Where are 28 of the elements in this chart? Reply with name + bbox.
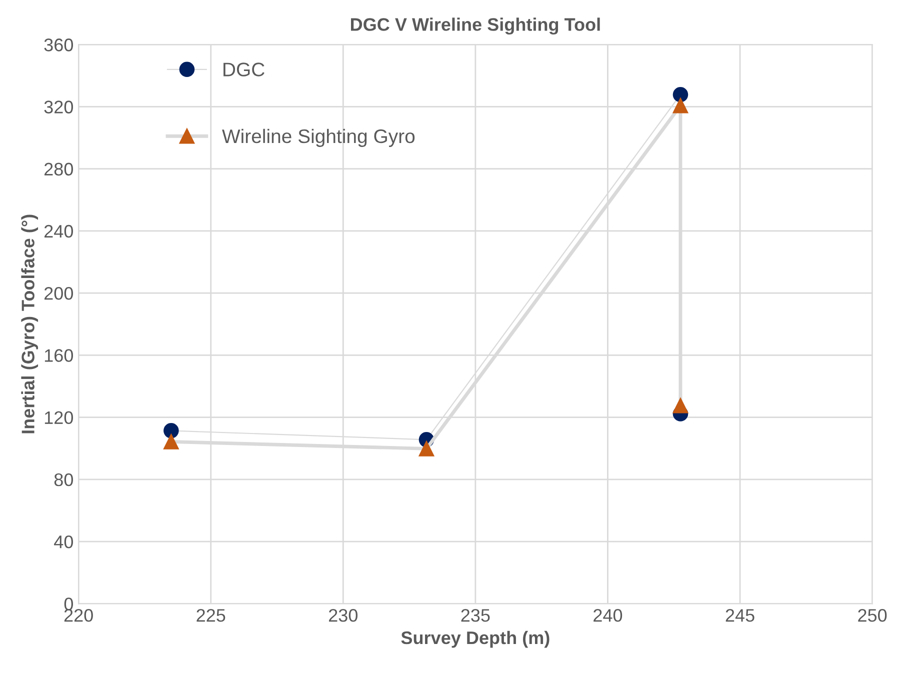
y-tick-label: 40	[54, 535, 73, 548]
point	[164, 423, 179, 438]
x-tick-label: 230	[328, 609, 358, 622]
y-tick-label: 0	[64, 598, 73, 610]
y-tick-label: 320	[44, 100, 73, 114]
x-tick-label: 240	[594, 609, 622, 622]
point	[672, 86, 688, 102]
y-tick-label: 200	[44, 287, 73, 300]
y-tick-label: 360	[44, 38, 73, 52]
y-tick-label: 240	[44, 224, 73, 238]
point	[164, 434, 179, 450]
point	[672, 398, 688, 414]
x-tick-label: 225	[196, 609, 226, 622]
y-tick-label: 280	[44, 162, 73, 176]
point	[418, 441, 434, 456]
y-axis-title: Inertial (Gyro) Toolface (°)	[21, 214, 38, 434]
x-tick-label: 250	[858, 609, 887, 622]
y-tick-label: 120	[44, 411, 73, 424]
legend-label: DGC	[224, 62, 264, 76]
x-axis-title: Survey Depth (m)	[401, 630, 550, 648]
y-tick-label: 160	[44, 349, 73, 362]
x-tick-label: 245	[726, 609, 754, 622]
legend-label: Wireline Sighting Gyro	[222, 128, 415, 147]
point	[672, 98, 688, 114]
y-tick-label: 80	[54, 473, 73, 486]
x-tick-label: 220	[64, 609, 93, 622]
chart-title: DGC V Wireline Sighting Tool	[351, 18, 600, 35]
x-tick-label: 235	[461, 609, 490, 622]
